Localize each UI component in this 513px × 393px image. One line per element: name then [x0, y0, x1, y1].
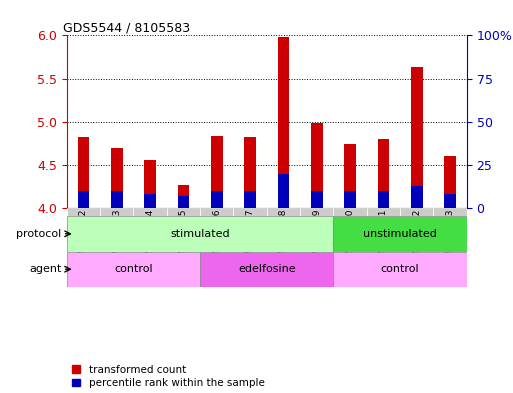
Text: GSM1084279: GSM1084279	[312, 209, 321, 269]
Bar	[278, 174, 289, 208]
Text: agent: agent	[29, 264, 62, 274]
Bar	[344, 144, 356, 208]
Text: GSM1084262: GSM1084262	[412, 209, 421, 269]
Text: GSM1084278: GSM1084278	[279, 209, 288, 269]
Text: GSM1084263: GSM1084263	[446, 209, 455, 269]
FancyBboxPatch shape	[300, 208, 333, 216]
Text: GSM1084273: GSM1084273	[112, 209, 121, 269]
FancyBboxPatch shape	[167, 208, 200, 216]
Text: GSM1084275: GSM1084275	[179, 209, 188, 269]
Text: control: control	[114, 264, 153, 274]
Bar	[378, 191, 389, 208]
Bar	[177, 185, 189, 208]
Bar	[311, 123, 323, 208]
Bar	[77, 136, 89, 208]
Bar	[177, 196, 189, 208]
FancyBboxPatch shape	[233, 208, 267, 216]
FancyBboxPatch shape	[100, 208, 133, 216]
Text: GSM1084272: GSM1084272	[79, 209, 88, 269]
FancyBboxPatch shape	[333, 216, 467, 252]
Bar	[411, 67, 423, 208]
Bar	[111, 148, 123, 208]
Bar	[244, 136, 256, 208]
FancyBboxPatch shape	[400, 208, 433, 216]
Bar	[344, 191, 356, 208]
Bar	[244, 191, 256, 208]
Bar	[444, 156, 456, 208]
Text: GSM1084274: GSM1084274	[146, 209, 154, 269]
FancyBboxPatch shape	[67, 216, 333, 252]
Bar	[311, 191, 323, 208]
Text: control: control	[381, 264, 420, 274]
FancyBboxPatch shape	[333, 208, 367, 216]
Legend: transformed count, percentile rank within the sample: transformed count, percentile rank withi…	[72, 365, 264, 388]
Bar	[411, 186, 423, 208]
FancyBboxPatch shape	[133, 208, 167, 216]
Bar	[111, 191, 123, 208]
FancyBboxPatch shape	[200, 208, 233, 216]
FancyBboxPatch shape	[67, 208, 100, 216]
Bar	[77, 191, 89, 208]
FancyBboxPatch shape	[267, 208, 300, 216]
FancyBboxPatch shape	[433, 208, 467, 216]
Text: GSM1084261: GSM1084261	[379, 209, 388, 269]
Text: GSM1084276: GSM1084276	[212, 209, 221, 269]
Text: unstimulated: unstimulated	[363, 229, 437, 239]
FancyBboxPatch shape	[200, 252, 333, 287]
FancyBboxPatch shape	[333, 252, 467, 287]
Bar	[444, 195, 456, 208]
Bar	[211, 191, 223, 208]
Text: GSM1084260: GSM1084260	[346, 209, 354, 269]
Text: edelfosine: edelfosine	[238, 264, 295, 274]
Text: protocol: protocol	[16, 229, 62, 239]
Bar	[144, 160, 156, 208]
Bar	[278, 37, 289, 208]
Bar	[211, 136, 223, 208]
Bar	[378, 139, 389, 208]
FancyBboxPatch shape	[367, 208, 400, 216]
FancyBboxPatch shape	[67, 252, 200, 287]
Bar	[144, 195, 156, 208]
Text: stimulated: stimulated	[170, 229, 230, 239]
Text: GSM1084277: GSM1084277	[246, 209, 254, 269]
Text: GDS5544 / 8105583: GDS5544 / 8105583	[63, 21, 190, 34]
